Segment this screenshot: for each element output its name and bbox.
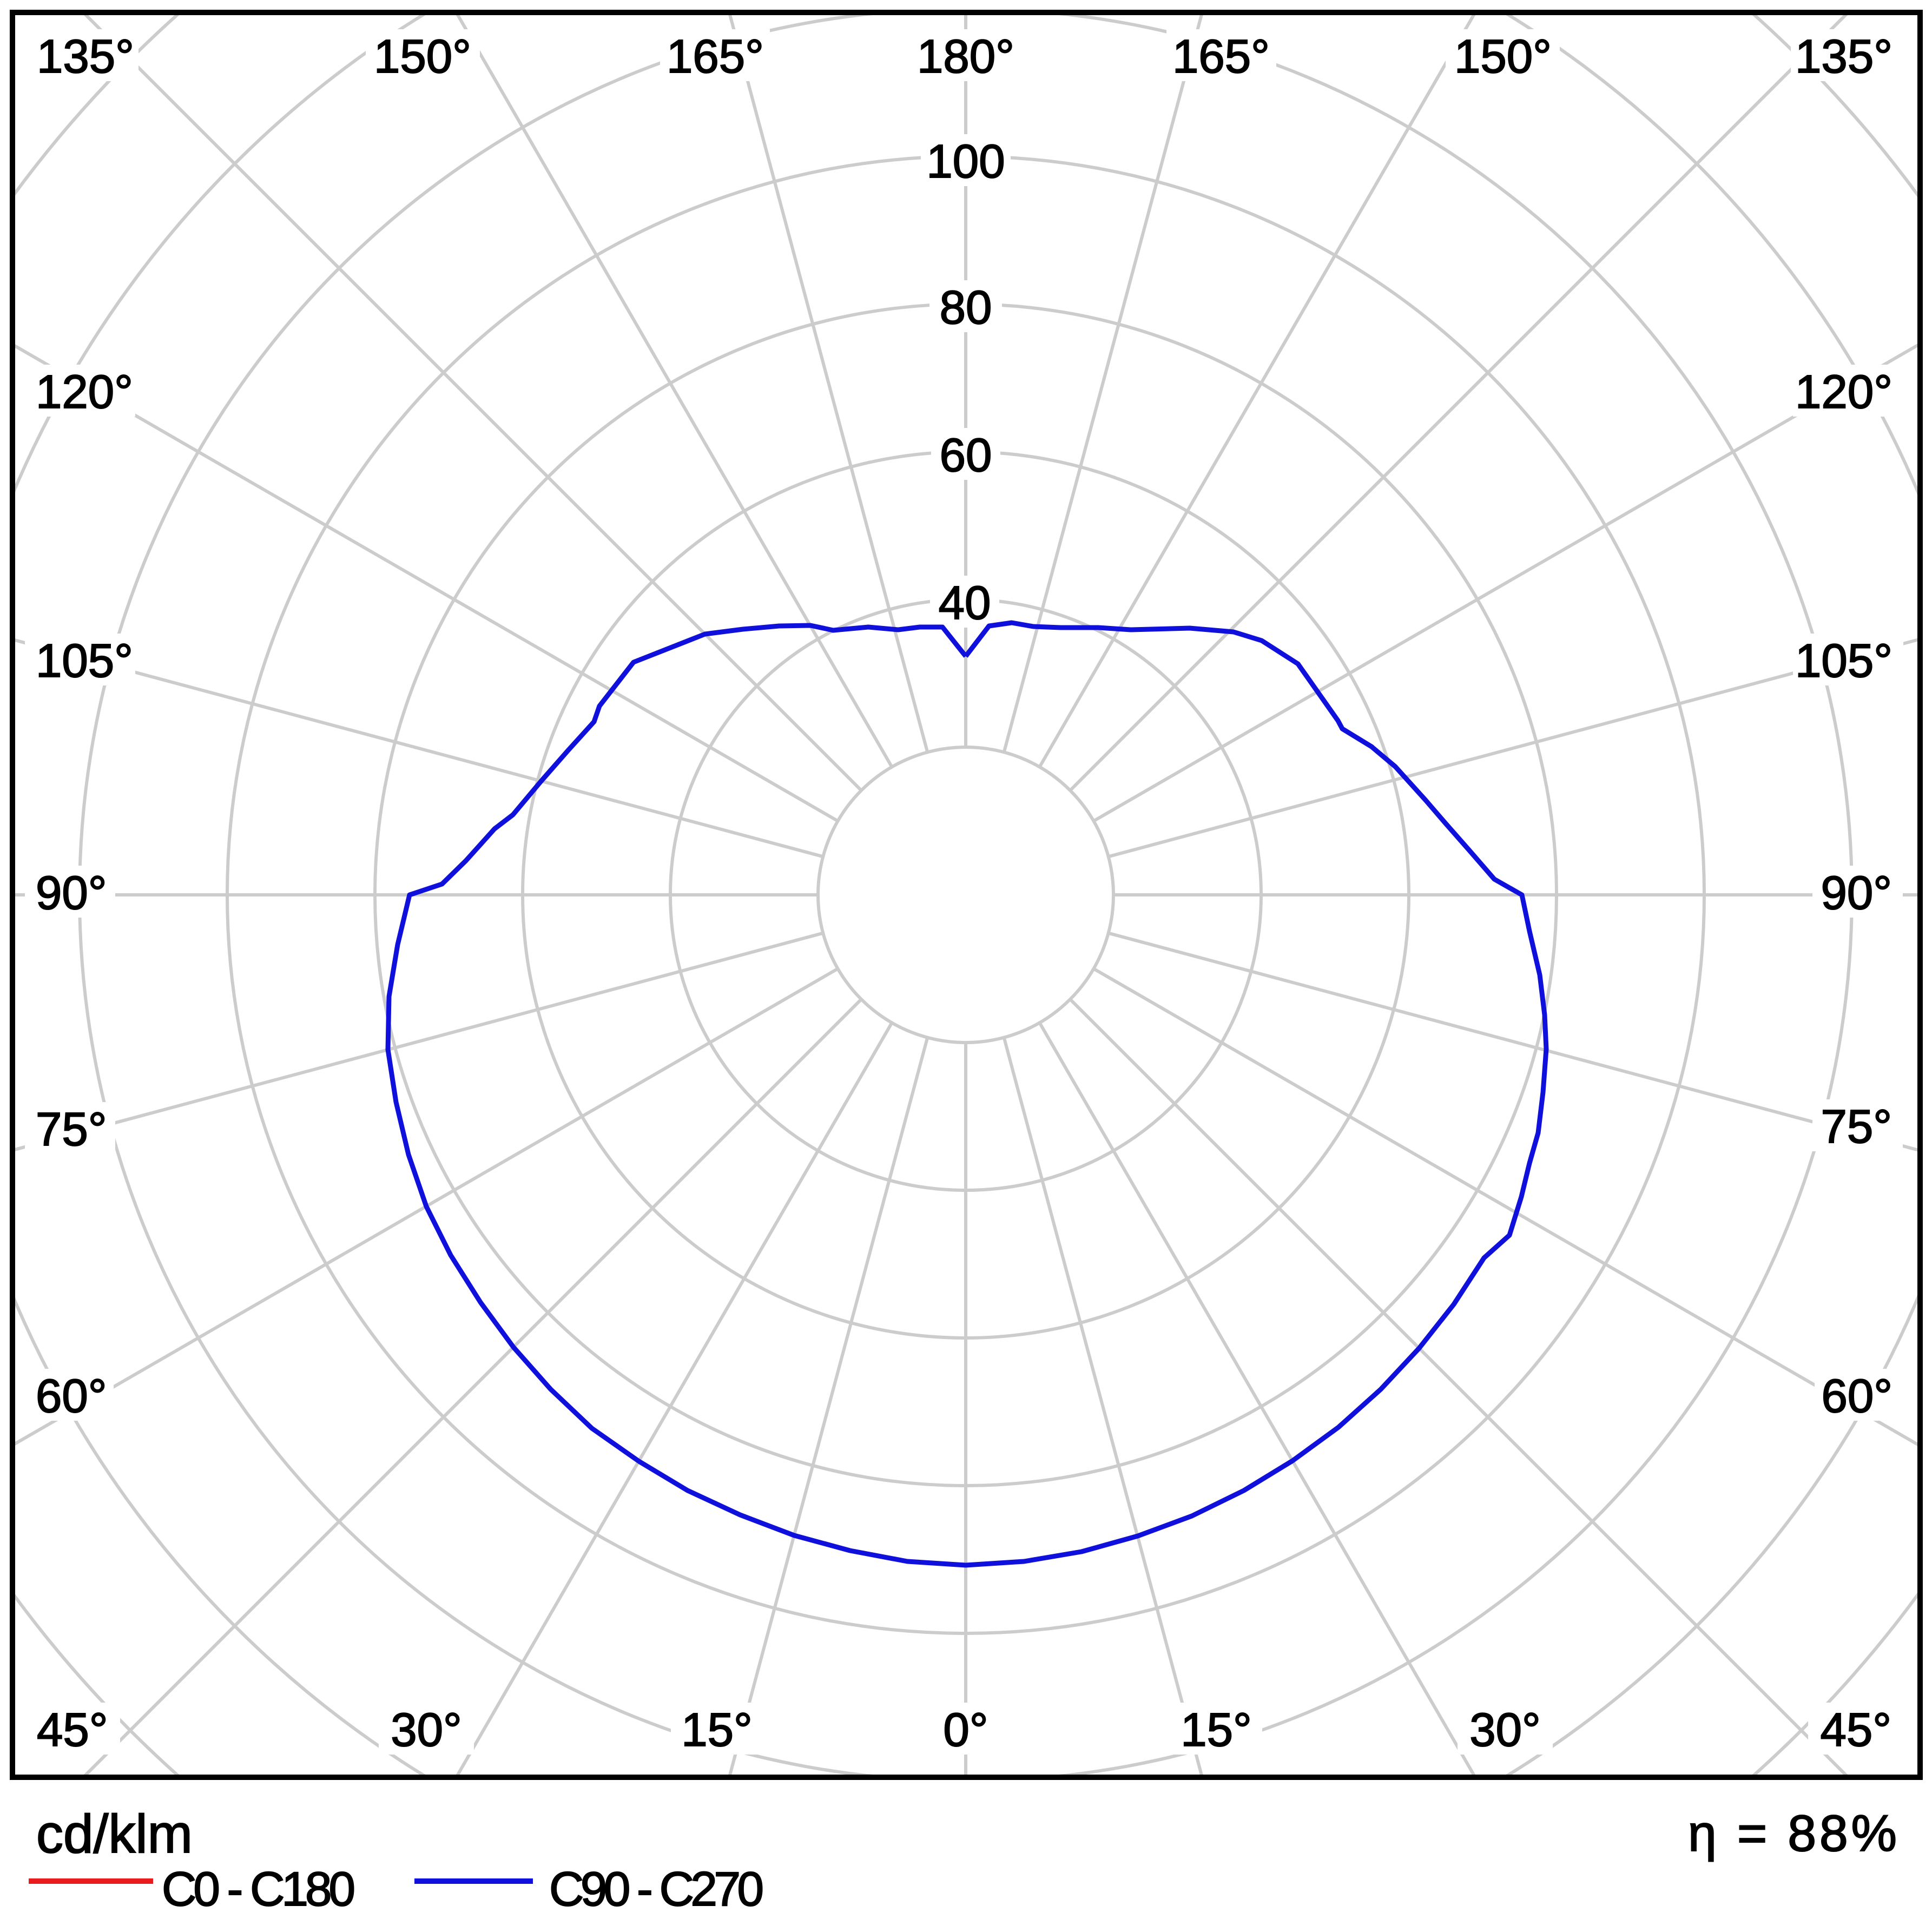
svg-text:150°: 150° xyxy=(374,30,471,83)
svg-text:15°: 15° xyxy=(681,1704,753,1756)
svg-text:165°: 165° xyxy=(667,30,764,83)
svg-text:η = 88%: η = 88% xyxy=(1688,1805,1897,1862)
svg-text:60: 60 xyxy=(940,429,992,482)
svg-text:60°: 60° xyxy=(36,1370,107,1422)
svg-text:45°: 45° xyxy=(37,1704,108,1756)
svg-text:30°: 30° xyxy=(391,1704,462,1756)
svg-text:75°: 75° xyxy=(36,1103,107,1156)
svg-text:40: 40 xyxy=(939,577,991,629)
svg-text:165°: 165° xyxy=(1172,30,1270,83)
svg-text:75°: 75° xyxy=(1821,1100,1892,1153)
svg-text:105°: 105° xyxy=(1795,635,1893,687)
svg-text:100: 100 xyxy=(926,135,1005,188)
svg-text:30°: 30° xyxy=(1469,1704,1541,1756)
svg-text:80: 80 xyxy=(940,281,992,334)
svg-text:105°: 105° xyxy=(36,635,133,687)
svg-text:180°: 180° xyxy=(917,30,1014,83)
svg-text:0°: 0° xyxy=(943,1704,988,1756)
svg-text:C90 - C270: C90 - C270 xyxy=(549,1862,764,1916)
svg-text:90°: 90° xyxy=(36,867,107,919)
svg-text:135°: 135° xyxy=(37,30,134,83)
svg-text:60°: 60° xyxy=(1821,1370,1893,1422)
svg-text:C0 - C180: C0 - C180 xyxy=(162,1862,355,1916)
svg-text:90°: 90° xyxy=(1821,867,1892,919)
svg-text:cd/klm: cd/klm xyxy=(36,1804,193,1864)
svg-text:120°: 120° xyxy=(36,366,133,418)
svg-text:135°: 135° xyxy=(1795,30,1893,83)
svg-text:150°: 150° xyxy=(1454,30,1552,83)
svg-text:15°: 15° xyxy=(1181,1704,1252,1756)
svg-text:120°: 120° xyxy=(1795,366,1893,418)
svg-text:45°: 45° xyxy=(1820,1704,1891,1756)
